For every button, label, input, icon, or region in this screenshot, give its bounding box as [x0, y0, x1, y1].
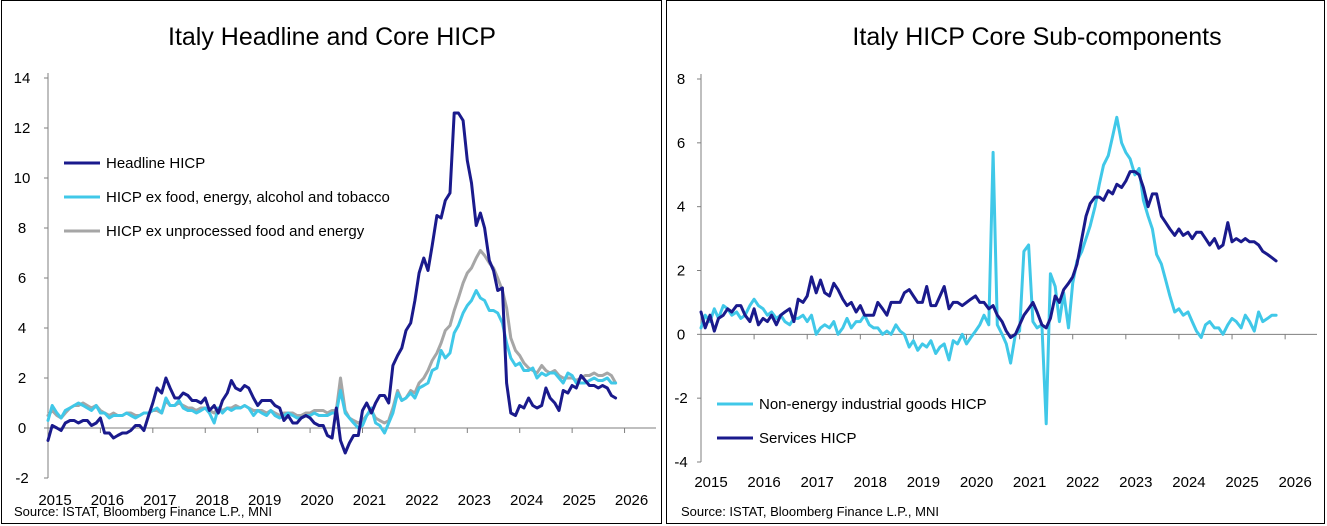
legend-label: HICP ex unprocessed food and energy: [106, 223, 365, 240]
y-tick-label: 0: [18, 420, 26, 437]
x-tick-label: 2026: [615, 492, 648, 509]
chart-title: Italy HICP Core Sub-components: [852, 23, 1221, 51]
x-tick-label: 2024: [510, 492, 543, 509]
series-line-hicp-ex-unprocessed-food-and-energy: [46, 249, 618, 425]
y-tick-label: 4: [18, 320, 26, 337]
x-tick-label: 2022: [1066, 474, 1099, 491]
legend-label: HICP ex food, energy, alcohol and tobacc…: [106, 189, 390, 206]
plot-lines: [699, 115, 1278, 426]
y-tick-label: -4: [674, 454, 687, 471]
x-tick-label: 2017: [801, 474, 834, 491]
y-tick-label: 10: [14, 170, 31, 187]
x-tick-label: 2023: [1119, 474, 1152, 491]
x-tick-label: 2015: [694, 474, 727, 491]
y-tick-label: 6: [677, 135, 685, 152]
source-note: Source: ISTAT, Bloomberg Finance L.P., M…: [681, 504, 939, 519]
y-tick-label: 0: [677, 326, 685, 343]
y-tick-label: 2: [677, 263, 685, 280]
x-tick-label: 2025: [1225, 474, 1258, 491]
legend-label: Services HICP: [759, 430, 857, 447]
chart-left: Italy Headline and Core HICP -2 0 2 4 6 8 10 12…: [14, 23, 656, 519]
series-line-non-energy-industrial-goods-hicp: [699, 115, 1278, 426]
chart-panel-left: Italy Headline and Core HICP -2 0 2 4 6 8 10 12…: [1, 0, 662, 524]
y-tick-label: 8: [18, 220, 26, 237]
x-tick-label: 2017: [143, 492, 176, 509]
legend: Headline HICP HICP ex food, energy, alcoh…: [64, 155, 390, 240]
source-note: Source: ISTAT, Bloomberg Finance L.P., M…: [14, 504, 272, 519]
x-tick-label: 2019: [248, 492, 281, 509]
plot-lines: [46, 111, 618, 455]
y-tick-label: 2: [18, 370, 26, 387]
axes: -2 0 2 4 6 8 10 12 14 2015 2016 2017 2018 2019 2020 202…: [14, 70, 656, 509]
y-tick-label: 8: [677, 71, 685, 88]
x-tick-label: 2021: [353, 492, 386, 509]
series-line-hicp-ex-food-energy-alcohol-and-tobacco: [46, 289, 618, 435]
y-tick-label: -2: [15, 470, 28, 487]
x-tick-label: 2016: [91, 492, 124, 509]
x-tick-label: 2023: [458, 492, 491, 509]
y-tick-label: -2: [674, 390, 687, 407]
series-line-headline-hicp: [46, 111, 618, 455]
x-tick-label: 2021: [1013, 474, 1046, 491]
x-tick-label: 2018: [854, 474, 887, 491]
x-tick-label: 2025: [562, 492, 595, 509]
legend: Non-energy industrial goods HICP Services…: [717, 396, 987, 447]
y-tick-label: 12: [14, 120, 31, 137]
x-tick-label: 2020: [300, 492, 333, 509]
series-line-services-hicp: [699, 170, 1278, 339]
y-tick-label: 14: [14, 70, 31, 87]
chart-panel-right: Italy HICP Core Sub-components -4 -2 0 2 4 6 8…: [666, 0, 1325, 524]
x-tick-label: 2024: [1172, 474, 1205, 491]
x-tick-label: 2022: [405, 492, 438, 509]
x-tick-label: 2020: [960, 474, 993, 491]
x-tick-label: 2016: [747, 474, 780, 491]
y-tick-label: 6: [18, 270, 26, 287]
legend-label: Headline HICP: [106, 155, 205, 172]
y-tick-label: 4: [677, 199, 685, 216]
chart-right: Italy HICP Core Sub-components -4 -2 0 2 4 6 8…: [674, 23, 1317, 519]
chart-title: Italy Headline and Core HICP: [168, 23, 496, 51]
x-tick-label: 2019: [907, 474, 940, 491]
x-tick-label: 2026: [1278, 474, 1311, 491]
x-tick-label: 2018: [196, 492, 229, 509]
x-tick-label: 2015: [38, 492, 71, 509]
legend-label: Non-energy industrial goods HICP: [759, 396, 987, 413]
